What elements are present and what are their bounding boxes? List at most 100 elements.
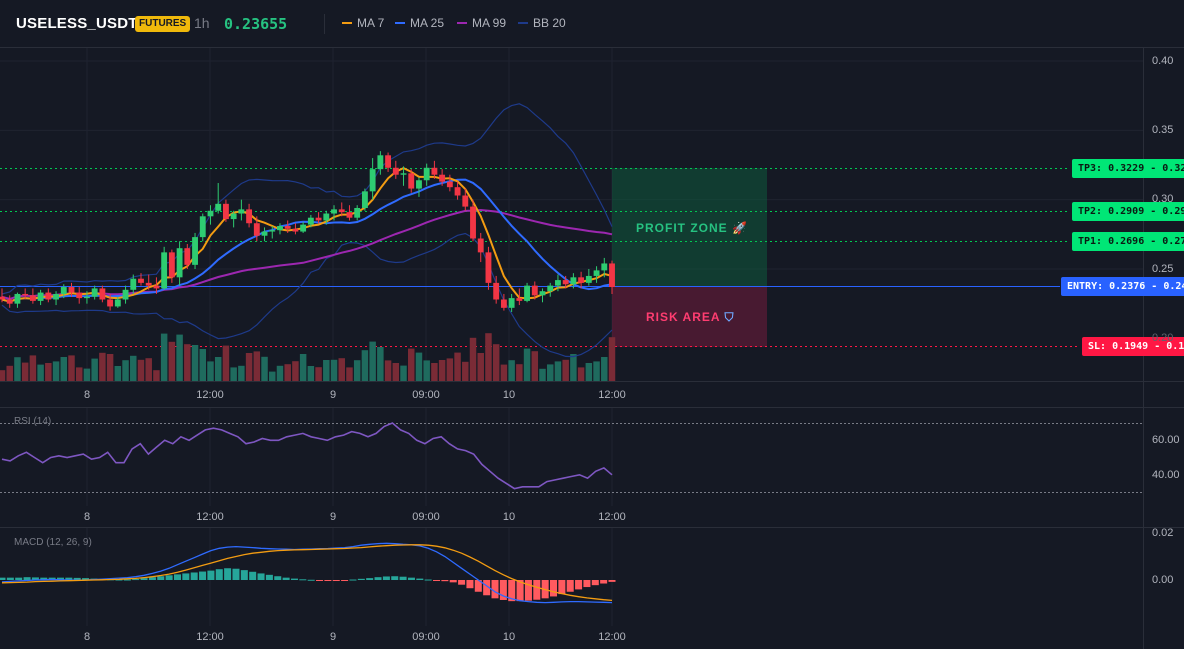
macd-histogram-bar: [82, 578, 90, 580]
macd-histogram-bar: [458, 580, 466, 585]
candle-body: [470, 206, 476, 239]
candle-body: [416, 180, 422, 189]
volume-bar: [361, 350, 369, 381]
candle-body: [315, 217, 322, 221]
candle-body: [184, 248, 191, 265]
candles: [0, 151, 615, 312]
candle-body: [454, 187, 461, 196]
macd-histogram-bar: [483, 580, 491, 596]
volume-bar: [122, 360, 129, 381]
legend-bb20[interactable]: BB 20: [518, 16, 566, 30]
macd-signal-line: [1, 544, 613, 602]
candle-body: [609, 263, 615, 288]
candle-body: [161, 252, 168, 289]
macd-histogram-bar: [148, 577, 156, 580]
candle-body: [385, 155, 392, 168]
candle-body: [377, 155, 384, 170]
volume-bar: [585, 363, 593, 381]
macd-histogram-bar: [132, 579, 140, 581]
macd-axis-label: 0.00: [1152, 574, 1174, 586]
bb-upper-band: [1, 103, 613, 295]
entry-tag[interactable]: ENTRY: 0.2376 - 0.24: [1061, 277, 1184, 296]
candle-body: [578, 277, 585, 283]
macd-histogram-bar: [207, 570, 215, 580]
candle-body: [446, 181, 453, 188]
macd-histogram-bar: [6, 577, 14, 580]
candle-body: [423, 167, 430, 181]
ma7-label: MA 7: [357, 16, 385, 30]
candle-body: [60, 287, 67, 294]
legend-ma99[interactable]: MA 99: [457, 16, 506, 30]
macd-histogram-bar: [215, 569, 223, 580]
symbol-name[interactable]: USELESS_USDT: [16, 15, 138, 32]
macd-histogram-bar: [357, 578, 365, 580]
volume-bar: [199, 349, 207, 381]
volume-bar: [191, 345, 199, 381]
risk-zone-label: RISK AREA ⛉: [646, 310, 734, 325]
macd-histogram-bar: [608, 580, 616, 582]
candle-body: [99, 288, 106, 300]
volume-bar: [68, 355, 75, 381]
volume-bar: [608, 337, 616, 381]
ma25-swatch: [395, 22, 405, 24]
time-axis-label: 8: [83, 511, 91, 523]
grid-lines: [0, 48, 1143, 626]
tp3-tag[interactable]: TP3: 0.3229 - 0.32: [1072, 159, 1184, 178]
volume-bar: [269, 371, 276, 381]
candle-body: [462, 195, 469, 207]
macd-histogram-bar: [575, 580, 583, 590]
candle-body: [338, 209, 345, 213]
candle-body: [585, 275, 592, 283]
ma25-line: [1, 178, 613, 303]
legend-ma25[interactable]: MA 25: [395, 16, 444, 30]
candle-body: [246, 209, 253, 224]
macd-histogram-bar: [591, 580, 599, 586]
macd-histogram-bar: [474, 580, 482, 592]
macd-histogram-bar: [282, 577, 290, 580]
candle-body: [37, 292, 44, 301]
legend-ma7[interactable]: MA 7: [342, 16, 384, 30]
tp2-tag[interactable]: TP2: 0.2909 - 0.29: [1072, 202, 1184, 221]
time-axis-label: 10: [502, 389, 516, 401]
time-axis-label: 09:00: [412, 389, 440, 401]
volume-bar: [222, 345, 230, 381]
tp1-tag[interactable]: TP1: 0.2696 - 0.27: [1072, 232, 1184, 251]
volume-bar: [377, 347, 384, 381]
volume-bar: [21, 362, 29, 381]
rsi-axis-label: 40.00: [1152, 469, 1180, 481]
macd-histogram-bar: [224, 568, 232, 580]
volume-bar: [207, 361, 214, 381]
time-axis-label: 12:00: [598, 631, 626, 643]
bollinger-bands: [1, 103, 613, 358]
rsi-axis-label: 60.00: [1152, 434, 1180, 446]
macd-histogram-bar: [140, 578, 148, 580]
ma99-label: MA 99: [472, 16, 507, 30]
candle-body: [192, 237, 198, 265]
candle-body: [215, 203, 222, 211]
sl-tag[interactable]: SL: 0.1949 - 0.19: [1082, 337, 1184, 356]
candle-body: [539, 291, 546, 296]
candle-body: [439, 174, 446, 182]
timeframe-label[interactable]: 1h: [194, 15, 210, 31]
volume-bar: [477, 353, 484, 381]
candle-body: [176, 248, 183, 278]
macd-histogram-bar: [558, 580, 566, 595]
rsi-title: RSI (14): [14, 416, 52, 427]
macd-histogram-bar: [416, 578, 424, 580]
macd-histogram-bar: [549, 580, 558, 597]
ma99-line: [1, 208, 613, 300]
volume-bar: [176, 334, 183, 381]
macd-axis-label: 0.02: [1152, 527, 1174, 539]
macd-histogram-bar: [524, 580, 532, 601]
candle-body: [300, 224, 307, 232]
volume-bar: [407, 348, 415, 381]
candle-body: [168, 252, 175, 278]
volume-bar: [276, 365, 284, 381]
candle-body: [261, 231, 268, 236]
macd-histogram-bar: [382, 576, 390, 580]
candle-body: [269, 230, 276, 232]
volume-bar: [230, 367, 237, 381]
time-axis-label: 9: [329, 511, 337, 523]
profit-zone-text: PROFIT ZONE: [636, 221, 728, 235]
